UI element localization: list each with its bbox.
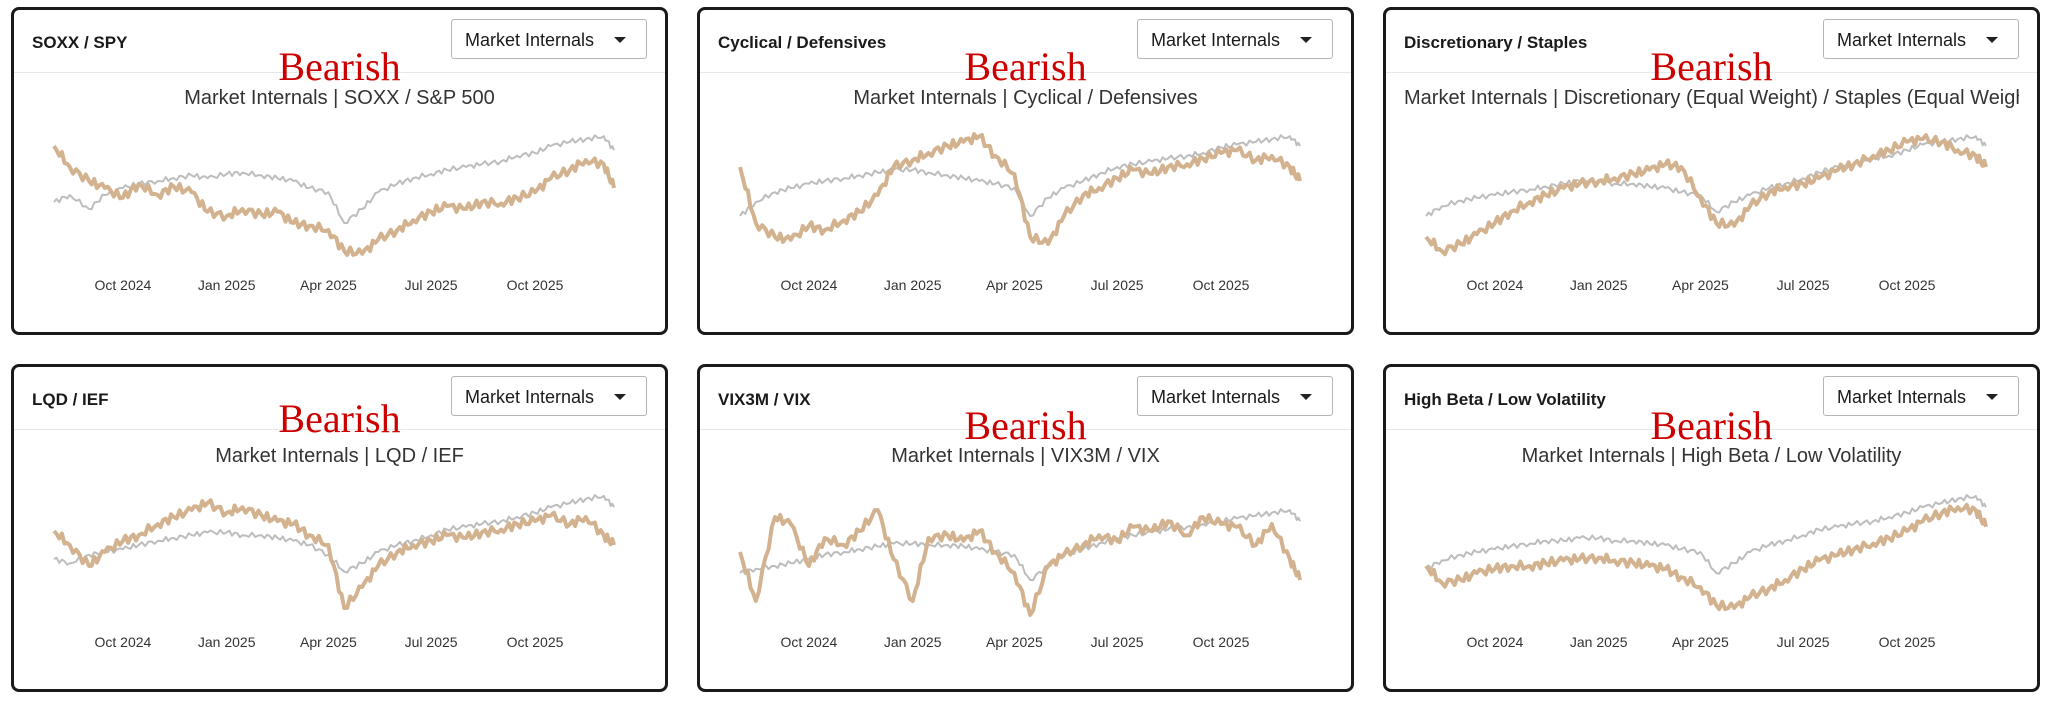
card-title: SOXX / SPY: [32, 33, 128, 52]
benchmark-series-line: [53, 494, 615, 574]
x-tick-label: Oct 2025: [507, 634, 564, 650]
dropdown-label: Market Internals: [1151, 30, 1281, 50]
x-tick-label: Jul 2025: [405, 634, 458, 650]
x-tick-label: Oct 2025: [507, 277, 564, 293]
card-header: SOXX / SPY Market Internals: [14, 10, 665, 73]
x-tick-label: Apr 2025: [300, 634, 357, 650]
x-tick-label: Jan 2025: [198, 277, 256, 293]
card-title: LQD / IEF: [32, 390, 109, 409]
x-tick-label: Oct 2024: [1466, 277, 1523, 293]
signal-label: Bearish: [1650, 44, 1773, 89]
x-tick-label: Jan 2025: [1570, 634, 1628, 650]
dropdown-label: Market Internals: [465, 30, 595, 50]
ratio-series-line: [1424, 502, 1988, 612]
line-chart: Oct 2024 Jan 2025 Apr 2025 Jul 2025 Oct 2025: [52, 494, 616, 650]
x-tick-label: Jan 2025: [198, 634, 256, 650]
signal-label: Bearish: [964, 403, 1087, 448]
x-tick-label: Oct 2024: [780, 634, 837, 650]
chart-title: Market Internals | High Beta / Low Volat…: [1521, 445, 1902, 467]
ratio-series-line: [52, 144, 616, 257]
dropdown-label: Market Internals: [1837, 30, 1967, 50]
x-tick-label: Oct 2025: [1193, 277, 1250, 293]
caret-down-icon: [1986, 37, 1998, 43]
card-title: High Beta / Low Volatility: [1404, 390, 1606, 409]
line-chart: Oct 2024 Jan 2025 Apr 2025 Jul 2025 Oct 2025: [52, 134, 616, 293]
line-chart: Oct 2024 Jan 2025 Apr 2025 Jul 2025 Oct 2025: [738, 132, 1302, 293]
chart-card: Cyclical / Defensives Market Internals B…: [697, 7, 1354, 335]
ratio-series-line: [738, 132, 1302, 246]
x-tick-label: Apr 2025: [986, 634, 1043, 650]
market-internals-dropdown[interactable]: Market Internals: [1823, 376, 2019, 416]
dropdown-label: Market Internals: [1837, 387, 1967, 407]
ratio-series-line: [52, 498, 616, 610]
x-tick-label: Apr 2025: [1672, 277, 1729, 293]
chart-title: Market Internals | Cyclical / Defensives: [853, 87, 1198, 109]
ratio-series-line: [738, 508, 1302, 617]
chart-title: Market Internals | SOXX / S&P 500: [184, 87, 495, 109]
card-title: VIX3M / VIX: [718, 390, 811, 409]
dropdown-label: Market Internals: [465, 387, 595, 407]
caret-down-icon: [614, 394, 626, 400]
card-title: Discretionary / Staples: [1404, 33, 1588, 52]
x-tick-label: Jan 2025: [1570, 277, 1628, 293]
market-internals-dropdown[interactable]: Market Internals: [451, 19, 647, 59]
benchmark-series-line: [53, 134, 615, 225]
card-header: High Beta / Low Volatility Market Intern…: [1386, 367, 2037, 430]
signal-label: Bearish: [278, 396, 401, 441]
chart-title: Market Internals | VIX3M / VIX: [891, 445, 1160, 467]
benchmark-series-line: [739, 134, 1301, 217]
x-tick-label: Oct 2025: [1879, 277, 1936, 293]
x-tick-label: Oct 2024: [94, 634, 151, 650]
chart-card: LQD / IEF Market Internals Bearish Marke…: [11, 364, 668, 692]
line-chart: Oct 2024 Jan 2025 Apr 2025 Jul 2025 Oct 2025: [1424, 133, 1988, 293]
signal-label: Bearish: [278, 44, 401, 89]
card-header: LQD / IEF Market Internals: [14, 367, 665, 430]
caret-down-icon: [1300, 37, 1312, 43]
card-header: Cyclical / Defensives Market Internals: [700, 10, 1351, 73]
ratio-series-line: [1424, 133, 1988, 257]
chart-card: Discretionary / Staples Market Internals…: [1383, 7, 2040, 335]
line-chart: Oct 2024 Jan 2025 Apr 2025 Jul 2025 Oct 2025: [738, 508, 1302, 650]
x-tick-label: Jul 2025: [1777, 634, 1830, 650]
x-tick-label: Jul 2025: [1091, 277, 1144, 293]
caret-down-icon: [1986, 394, 1998, 400]
chart-card: VIX3M / VIX Market Internals Bearish Mar…: [697, 364, 1354, 692]
market-internals-dropdown[interactable]: Market Internals: [1823, 19, 2019, 59]
x-tick-label: Oct 2025: [1193, 634, 1250, 650]
signal-label: Bearish: [1650, 403, 1773, 448]
chart-card: SOXX / SPY Market Internals Bearish Mark…: [11, 7, 668, 335]
chart-title: Market Internals | LQD / IEF: [215, 445, 464, 467]
card-header: Discretionary / Staples Market Internals: [1386, 10, 2037, 73]
x-tick-label: Apr 2025: [300, 277, 357, 293]
x-tick-label: Apr 2025: [986, 277, 1043, 293]
x-tick-label: Jul 2025: [1777, 277, 1830, 293]
caret-down-icon: [614, 37, 626, 43]
x-tick-label: Oct 2024: [94, 277, 151, 293]
x-tick-label: Oct 2024: [1466, 634, 1523, 650]
x-tick-label: Apr 2025: [1672, 634, 1729, 650]
benchmark-series-line: [1425, 494, 1987, 575]
x-tick-label: Jan 2025: [884, 634, 942, 650]
market-internals-dropdown[interactable]: Market Internals: [451, 376, 647, 416]
line-chart: Oct 2024 Jan 2025 Apr 2025 Jul 2025 Oct 2025: [1424, 494, 1988, 650]
market-internals-dropdown[interactable]: Market Internals: [1137, 376, 1333, 416]
dropdown-label: Market Internals: [1151, 387, 1281, 407]
benchmark-series-line: [1425, 134, 1987, 217]
x-tick-label: Jan 2025: [884, 277, 942, 293]
x-tick-label: Jul 2025: [1091, 634, 1144, 650]
signal-label: Bearish: [964, 44, 1087, 89]
chart-card: High Beta / Low Volatility Market Intern…: [1383, 364, 2040, 692]
x-tick-label: Oct 2025: [1879, 634, 1936, 650]
market-internals-dropdown[interactable]: Market Internals: [1137, 19, 1333, 59]
card-header: VIX3M / VIX Market Internals: [700, 367, 1351, 430]
chart-title: Market Internals | Discretionary (Equal …: [1404, 87, 2019, 109]
x-tick-label: Jul 2025: [405, 277, 458, 293]
x-tick-label: Oct 2024: [780, 277, 837, 293]
caret-down-icon: [1300, 394, 1312, 400]
card-title: Cyclical / Defensives: [718, 33, 887, 52]
